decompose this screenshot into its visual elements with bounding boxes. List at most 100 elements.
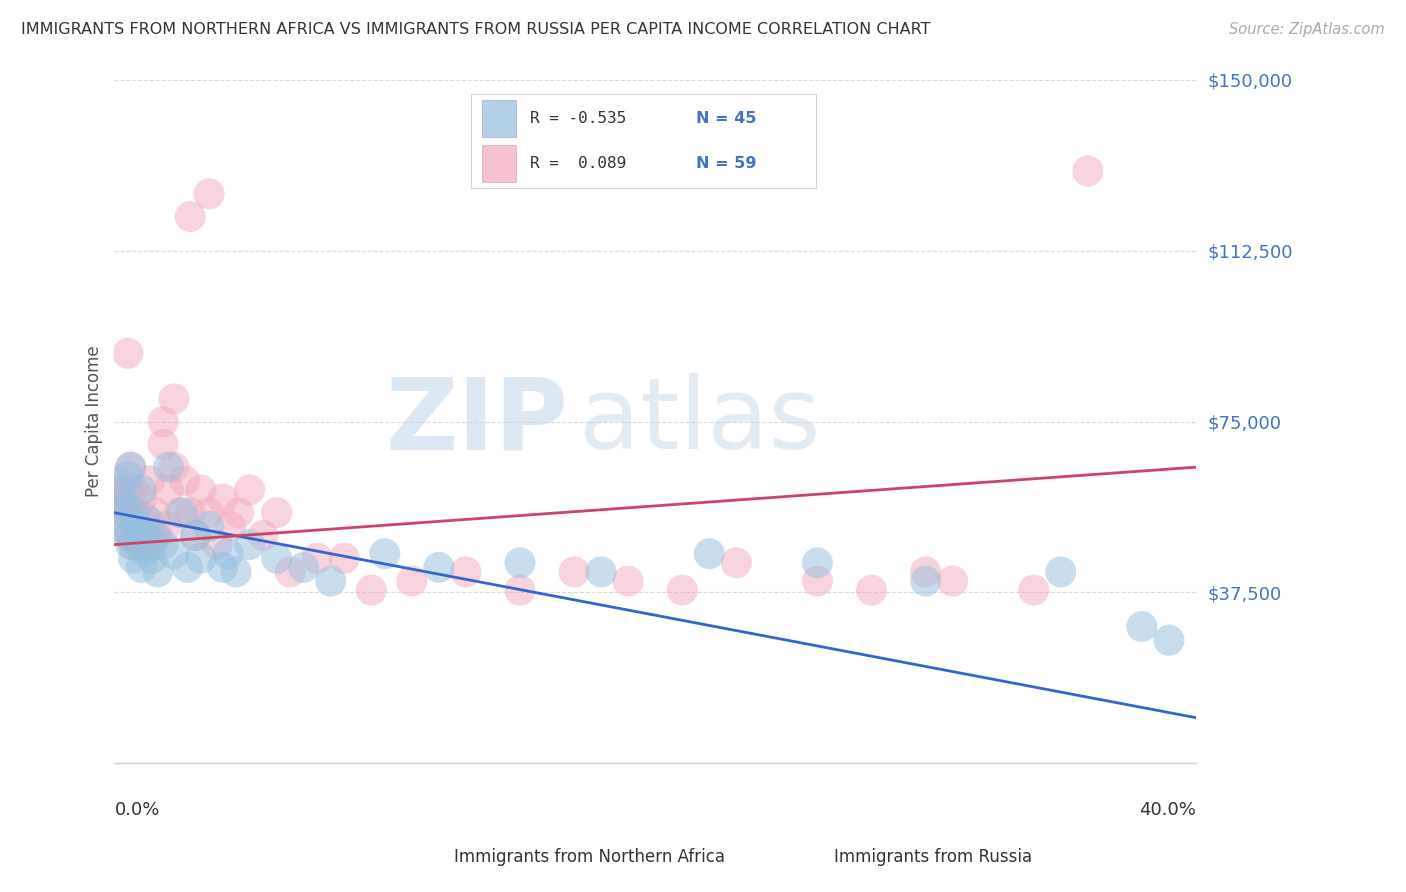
Point xyxy=(697,547,720,561)
Point xyxy=(184,528,207,542)
Point xyxy=(105,497,128,511)
Point xyxy=(914,574,936,588)
Point xyxy=(239,483,262,497)
Point xyxy=(266,551,288,566)
Text: ZIP: ZIP xyxy=(385,373,568,470)
Point xyxy=(143,528,166,542)
Point xyxy=(591,565,613,579)
Y-axis label: Per Capita Income: Per Capita Income xyxy=(86,346,103,498)
Text: Source: ZipAtlas.com: Source: ZipAtlas.com xyxy=(1229,22,1385,37)
Point xyxy=(184,528,207,542)
Point xyxy=(217,547,239,561)
Point xyxy=(806,556,828,570)
Point xyxy=(278,565,301,579)
Point xyxy=(138,474,160,488)
Point xyxy=(239,538,262,552)
Point xyxy=(1049,565,1071,579)
Point xyxy=(292,560,315,574)
Point xyxy=(131,483,153,497)
Text: atlas: atlas xyxy=(579,373,821,470)
Point xyxy=(141,551,163,566)
Point xyxy=(617,574,640,588)
Point xyxy=(401,574,423,588)
Point xyxy=(163,460,186,475)
Point xyxy=(1130,619,1153,633)
Point xyxy=(1157,633,1180,648)
Point xyxy=(266,506,288,520)
Text: 0.0%: 0.0% xyxy=(114,801,160,819)
Point xyxy=(157,483,180,497)
Point xyxy=(125,506,148,520)
Point xyxy=(111,491,134,506)
Point xyxy=(307,551,329,566)
Point xyxy=(179,506,201,520)
Point xyxy=(134,510,156,524)
Point xyxy=(157,460,180,475)
Point xyxy=(122,551,145,566)
Point xyxy=(374,547,396,561)
Point xyxy=(128,538,150,552)
Point xyxy=(914,565,936,579)
Point xyxy=(1022,583,1045,598)
Point xyxy=(509,583,531,598)
Point xyxy=(562,565,585,579)
Text: Immigrants from Russia: Immigrants from Russia xyxy=(834,848,1032,866)
Point xyxy=(105,519,128,533)
Point xyxy=(111,497,134,511)
Text: Immigrants from Northern Africa: Immigrants from Northern Africa xyxy=(454,848,725,866)
Point xyxy=(135,528,157,542)
Point xyxy=(117,483,139,497)
Point xyxy=(333,551,356,566)
Point xyxy=(198,519,221,533)
Point xyxy=(319,574,342,588)
Point xyxy=(117,346,139,360)
Point xyxy=(125,519,148,533)
Point xyxy=(128,519,150,533)
Point xyxy=(176,560,198,574)
Point xyxy=(163,547,186,561)
Point xyxy=(211,491,233,506)
Point xyxy=(806,574,828,588)
Point xyxy=(120,538,142,552)
Point xyxy=(122,506,145,520)
Point xyxy=(163,392,186,406)
Point xyxy=(117,519,139,533)
Point xyxy=(671,583,693,598)
Point xyxy=(108,483,131,497)
Point xyxy=(228,506,250,520)
Point xyxy=(131,542,153,557)
Point xyxy=(190,483,212,497)
Point xyxy=(942,574,965,588)
Point xyxy=(155,519,177,533)
Point xyxy=(725,556,748,570)
Point xyxy=(143,506,166,520)
Point xyxy=(131,491,153,506)
Point xyxy=(152,437,174,451)
Point xyxy=(219,519,242,533)
Point xyxy=(135,542,157,557)
Point xyxy=(1077,164,1099,178)
Point xyxy=(152,538,174,552)
Point xyxy=(198,506,221,520)
Text: 40.0%: 40.0% xyxy=(1139,801,1197,819)
Point xyxy=(141,538,163,552)
Point xyxy=(146,528,169,542)
Point xyxy=(122,483,145,497)
Point xyxy=(122,538,145,552)
Point xyxy=(108,474,131,488)
Point xyxy=(205,538,228,552)
Point xyxy=(252,528,274,542)
Point xyxy=(427,560,450,574)
Point xyxy=(138,515,160,529)
Point xyxy=(170,506,193,520)
Point xyxy=(120,460,142,475)
Point xyxy=(114,506,136,520)
Point xyxy=(131,560,153,574)
Point xyxy=(117,528,139,542)
Point xyxy=(190,551,212,566)
Point xyxy=(120,528,142,542)
Point xyxy=(173,474,195,488)
Point xyxy=(211,560,233,574)
Point xyxy=(146,565,169,579)
Point xyxy=(225,565,247,579)
